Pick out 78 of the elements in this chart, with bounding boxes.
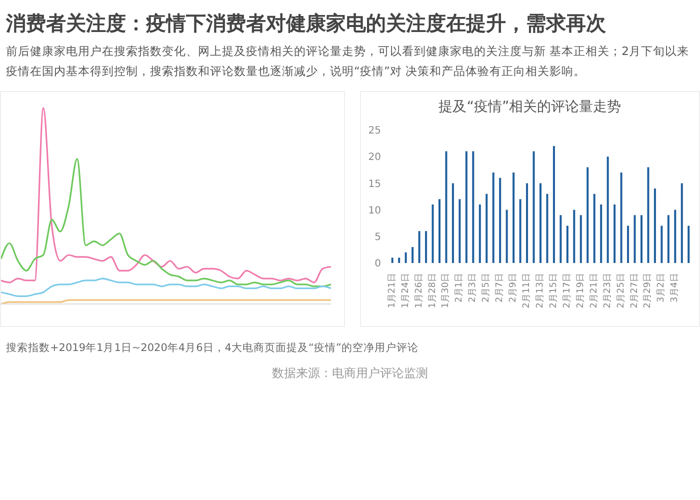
bar — [445, 151, 448, 263]
bar — [573, 210, 576, 263]
x-tick-label: 1月24日 — [400, 273, 411, 308]
bar — [412, 247, 414, 263]
y-tick-label: 25 — [368, 126, 381, 137]
x-tick-label: 2月3日 — [468, 273, 478, 302]
x-tick-label: 3月4日 — [670, 273, 680, 302]
bar — [472, 151, 474, 263]
bar — [404, 252, 407, 263]
y-tick-label: 0 — [374, 258, 381, 270]
bar — [432, 204, 434, 263]
x-tick-label: 2月9日 — [508, 273, 519, 302]
x-tick-label: 2月27日 — [630, 273, 640, 308]
bar — [546, 194, 548, 263]
x-tick-label: 1月28日 — [428, 273, 438, 308]
x-tick-label: 2月25日 — [616, 273, 626, 308]
y-tick-label: 5 — [374, 232, 381, 243]
x-tick-label: 2月1日 — [454, 273, 465, 302]
x-tick-label: 2月21日 — [589, 273, 600, 308]
bar — [519, 199, 522, 263]
bar — [586, 167, 589, 263]
bar — [552, 146, 555, 263]
bar — [532, 151, 535, 263]
bar — [647, 167, 650, 263]
chart-title: 提及“疫情”相关的评论量走势 — [438, 98, 622, 116]
y-tick-label: 20 — [368, 152, 381, 164]
x-tick-label: 2月15日 — [548, 273, 559, 308]
bar — [499, 178, 502, 263]
bar — [539, 183, 542, 263]
y-tick-label: 10 — [368, 205, 381, 216]
bar — [634, 215, 636, 263]
bar — [674, 210, 676, 263]
chart-title: 消费者关注度：疫情下消费者对健康家电的关注度在提升，需求再次 — [4, 10, 607, 37]
bar — [654, 188, 656, 263]
x-tick-label: 2月7日 — [495, 273, 506, 302]
bar — [458, 199, 461, 263]
x-tick-label: 2月17日 — [562, 273, 572, 308]
bar — [391, 258, 394, 263]
chart-subtitle: 前后健康家电用户在搜索指数变化、网上提及疫情相关的评论量走势，可以看到健康家电的关注度与新 基本正相关；2月下旬以来疫情在国内基本得到控制，搜索指数和评论数量也逐渐减少，说明“疫情”对 决策和产品体验有正向相关影响。 — [5, 43, 690, 80]
y-tick-label: 15 — [368, 178, 381, 190]
bar — [593, 194, 596, 263]
x-tick-label: 1月30日 — [441, 273, 452, 308]
x-tick-label: 2月5日 — [482, 273, 492, 302]
text: 搜索指数+2019年1月1日~2020年4月6日，4大电商页面提及“疫情”的空净用户评论 — [5, 341, 420, 355]
bar — [627, 226, 630, 263]
bar — [680, 183, 683, 263]
bar — [600, 204, 602, 263]
x-tick-label: 2月23日 — [602, 273, 613, 308]
bar — [425, 231, 428, 263]
bar — [688, 226, 690, 263]
bar — [465, 151, 468, 263]
bar — [398, 258, 400, 263]
x-tick-label: 2月19日 — [576, 273, 586, 308]
x-tick-label: 1月21日 — [387, 273, 398, 308]
bar — [620, 172, 622, 263]
bar — [478, 204, 481, 263]
x-tick-label: 2月13日 — [536, 273, 546, 308]
bar — [486, 194, 488, 263]
bar — [526, 183, 528, 263]
bar — [438, 199, 440, 263]
x-tick-label: 3月2日 — [656, 273, 667, 302]
bar — [640, 215, 642, 263]
source-note: 数据来源：电商用户评论监测 — [271, 365, 429, 382]
x-tick-label: 1月26日 — [414, 273, 424, 308]
x-tick-label: 2月29日 — [643, 273, 654, 308]
bar — [418, 231, 420, 263]
bar — [506, 210, 508, 263]
bar — [606, 156, 609, 263]
bar — [667, 215, 670, 263]
bar — [660, 226, 663, 263]
bar — [614, 204, 616, 263]
bar — [566, 226, 568, 263]
bar — [492, 172, 494, 263]
x-tick-label: 2月11日 — [522, 273, 532, 308]
bar — [560, 215, 562, 263]
bar — [452, 183, 454, 263]
bar — [580, 215, 582, 263]
bar — [512, 172, 515, 263]
